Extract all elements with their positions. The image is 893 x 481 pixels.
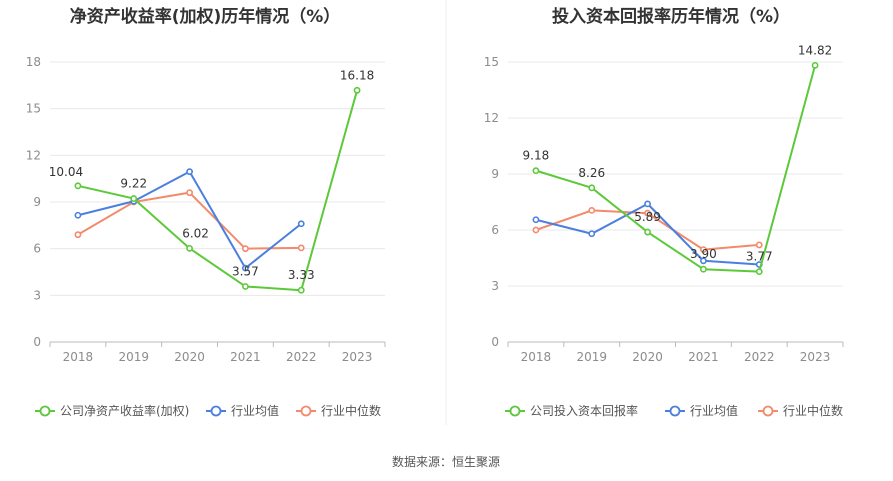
data-point <box>588 230 596 238</box>
data-point <box>242 264 249 272</box>
legend-swatch-marker <box>509 405 521 417</box>
data-label: 3.77 <box>746 250 773 264</box>
data-label: 3.57 <box>232 264 259 278</box>
x-tick-label: 2021 <box>230 350 261 364</box>
data-point <box>186 168 193 176</box>
data-point <box>297 286 305 294</box>
y-tick-label: 9 <box>491 167 499 181</box>
data-point <box>74 182 82 190</box>
legend-label: 行业中位数 <box>321 403 381 418</box>
data-label: 3.33 <box>288 268 315 282</box>
legend-label: 公司净资产收益率(加权) <box>60 403 189 418</box>
data-point <box>588 206 596 214</box>
data-label: 9.18 <box>523 149 550 163</box>
x-tick-label: 2023 <box>800 350 831 364</box>
legend-label: 公司投入资本回报率 <box>530 403 638 418</box>
legend-item[interactable]: 行业中位数 <box>296 403 381 418</box>
data-point <box>644 200 651 208</box>
series-line <box>77 170 302 270</box>
data-point <box>811 61 819 69</box>
data-label: 16.18 <box>340 68 374 82</box>
data-point <box>353 86 361 94</box>
legend-label: 行业均值 <box>231 403 279 418</box>
data-point <box>186 189 193 197</box>
x-tick-label: 2019 <box>118 350 149 364</box>
data-point <box>532 226 540 234</box>
legend-swatch-marker <box>669 405 681 417</box>
x-tick-label: 2020 <box>632 350 663 364</box>
y-tick-label: 12 <box>26 148 41 162</box>
data-point <box>74 211 82 219</box>
source-note: 数据来源：恒生聚源 <box>392 454 500 469</box>
x-tick-label: 2023 <box>342 350 373 364</box>
data-point <box>74 231 82 239</box>
data-label: 9.22 <box>120 177 147 191</box>
roe-chart: 净资产收益率(加权)历年情况（%） 0 3 6 9 12 15 18 2018 2019 2020 2… <box>26 6 386 418</box>
legend-swatch-marker <box>300 405 312 417</box>
x-tick-label: 2020 <box>174 350 205 364</box>
data-label: 14.82 <box>798 43 832 57</box>
legend-item[interactable]: 行业均值 <box>665 403 738 418</box>
data-point <box>186 244 193 252</box>
roic-chart: 投入资本回报率历年情况（%） 0 3 6 9 12 15 2018 2019 2020 2021 20… <box>484 6 844 418</box>
x-tick-label: 2022 <box>744 350 775 364</box>
legend-item[interactable]: 行业均值 <box>206 403 279 418</box>
data-point <box>700 257 707 265</box>
y-tick-label: 6 <box>491 223 499 237</box>
data-point <box>130 195 138 202</box>
data-point <box>242 245 249 253</box>
data-point <box>297 244 305 252</box>
legend-item[interactable]: 公司净资产收益率(加权) <box>35 403 189 418</box>
y-tick-label: 0 <box>491 335 499 349</box>
y-tick-label: 3 <box>33 288 41 302</box>
series-line <box>77 90 359 292</box>
data-point <box>644 228 651 236</box>
x-tick-label: 2022 <box>286 350 317 364</box>
x-tick-label: 2018 <box>521 350 552 364</box>
data-label: 6.02 <box>182 226 209 240</box>
y-tick-label: 3 <box>491 279 499 293</box>
data-point <box>700 246 707 253</box>
data-point <box>532 167 540 175</box>
legend-swatch-marker <box>210 405 222 417</box>
data-label: 10.04 <box>49 165 83 179</box>
y-tick-label: 9 <box>33 195 41 209</box>
chart-title: 投入资本回报率历年情况（%） <box>552 6 790 27</box>
data-point <box>700 265 707 273</box>
x-tick-label: 2021 <box>688 350 719 364</box>
legend-label: 行业中位数 <box>783 403 843 418</box>
data-label: 8.26 <box>578 166 605 180</box>
y-tick-label: 0 <box>33 335 41 349</box>
y-tick-label: 18 <box>26 55 41 69</box>
data-point <box>242 283 249 290</box>
legend-item[interactable]: 公司投入资本回报率 <box>505 403 638 418</box>
legend-item[interactable]: 行业中位数 <box>758 403 843 418</box>
data-label: 5.89 <box>634 210 661 224</box>
legend-swatch-marker <box>762 405 774 417</box>
x-tick-label: 2019 <box>576 350 607 364</box>
data-point <box>644 209 651 217</box>
y-tick-label: 15 <box>26 102 41 116</box>
data-point <box>588 184 596 192</box>
legend-label: 行业均值 <box>690 403 738 418</box>
y-tick-label: 6 <box>33 242 41 256</box>
data-label: 3.90 <box>690 247 717 261</box>
series-line <box>535 65 817 273</box>
data-point <box>297 220 305 228</box>
legend-swatch-marker <box>39 405 51 417</box>
x-tick-label: 2018 <box>63 350 94 364</box>
y-tick-label: 12 <box>484 111 499 125</box>
data-point <box>532 216 540 224</box>
chart-title: 净资产收益率(加权)历年情况（%） <box>70 6 341 27</box>
data-point <box>755 268 763 276</box>
data-point <box>755 241 763 249</box>
y-tick-label: 15 <box>484 55 499 69</box>
